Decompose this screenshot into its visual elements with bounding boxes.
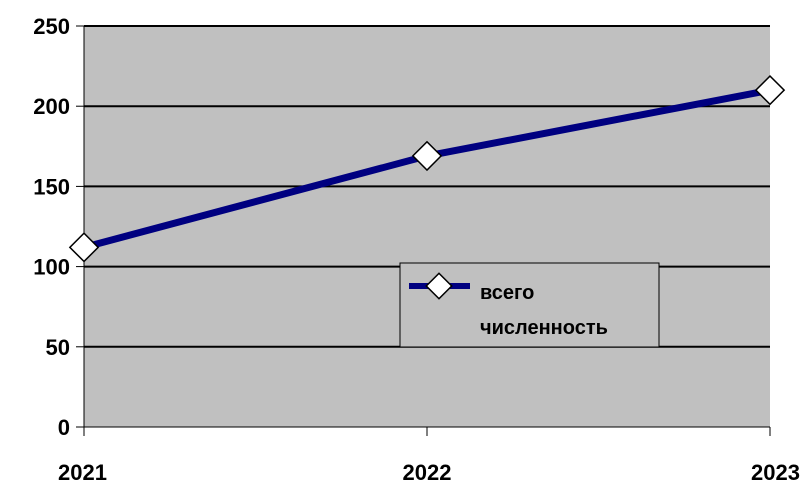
x-tick-labels: 2021 2022 2023 [58, 427, 800, 483]
series-group [68, 74, 786, 263]
x-tick-label: 2022 [403, 460, 452, 483]
plot-area [84, 26, 770, 427]
y-tick-label: 0 [58, 415, 70, 440]
y-tick-label: 200 [33, 94, 70, 119]
y-tick-labels: 0 50 100 150 200 250 [33, 14, 70, 440]
y-tick-label: 250 [33, 14, 70, 39]
y-tick-label: 100 [33, 255, 70, 280]
legend: всего численность [399, 262, 660, 348]
legend-marker-swatch [425, 272, 453, 300]
data-point-2021 [68, 232, 100, 263]
data-point-2023 [754, 74, 786, 106]
legend-label-line-2: численность [480, 317, 608, 339]
y-tick-label: 50 [46, 335, 70, 360]
y-tick-label: 150 [33, 174, 70, 199]
data-point-2022 [411, 140, 443, 172]
x-tick-label: 2023 [751, 460, 800, 483]
legend-label-line-1: всего [480, 282, 534, 304]
x-tick-label: 2021 [58, 460, 107, 483]
